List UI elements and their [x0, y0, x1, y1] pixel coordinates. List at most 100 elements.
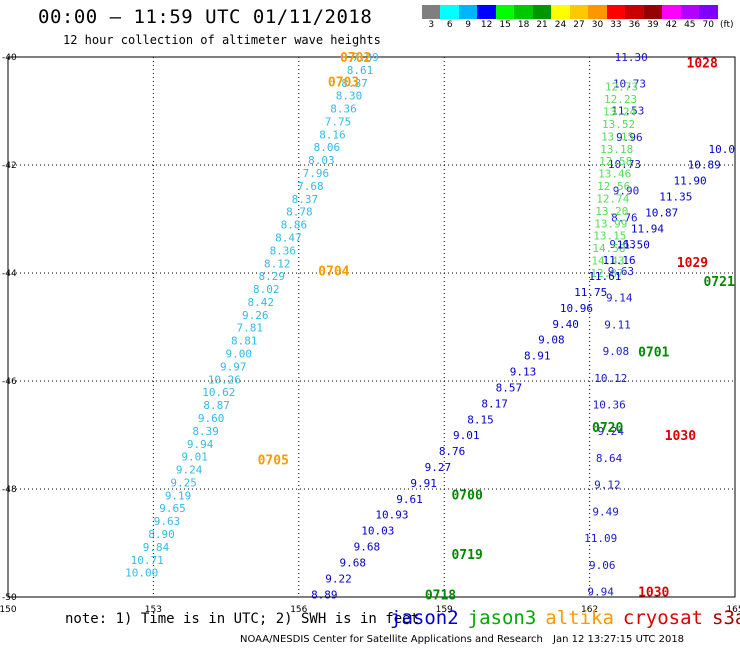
lat-tick-label: -46 [2, 377, 17, 387]
swh-value: 8.76 [611, 211, 638, 224]
swh-value: 8.87 [341, 77, 368, 90]
swh-value: 8.78 [286, 206, 313, 219]
swh-value: 9.61 [396, 493, 423, 506]
swh-value: 11.53 [611, 104, 644, 117]
time-label: 0701 [638, 345, 669, 360]
swh-value: 8.37 [292, 193, 319, 206]
swh-value: 11.94 [631, 222, 664, 235]
colorbar-label: 6 [446, 20, 453, 30]
swh-value: 13.15 [601, 130, 634, 143]
colorbar-label: 21 [536, 20, 548, 30]
colorbar-swatch [551, 5, 570, 19]
colorbar-label: 15 [499, 20, 511, 30]
swh-value: 9.94 [587, 586, 614, 599]
swh-value: 9.27 [425, 461, 452, 474]
colorbar-label: 12 [480, 20, 493, 30]
swh-value: 9.84 [143, 541, 170, 554]
lat-tick-label: -42 [2, 161, 17, 171]
swh-value: 14.43 [591, 255, 624, 268]
page-subtitle: 12 hour collection of altimeter wave hei… [63, 33, 381, 47]
swh-value: 9.11 [604, 318, 631, 331]
swh-value: 9.12 [594, 479, 621, 492]
swh-value: 8.36 [330, 103, 357, 116]
lat-tick-label: -44 [2, 269, 17, 279]
swh-value: 9.65 [159, 502, 186, 515]
swh-value: 8.36 [270, 244, 297, 257]
colorbar-swatch [440, 5, 459, 19]
colorbar-label: (ft) [719, 20, 734, 30]
satellite-legend: jason2 jason3 altika cryosat s3a [390, 607, 740, 629]
swh-value: 10.89 [688, 159, 721, 172]
time-label: 0721 [703, 275, 734, 290]
colorbar [422, 5, 736, 19]
swh-value: 8.30 [336, 90, 363, 103]
swh-value: 9.60 [198, 412, 225, 425]
swh-value: 11.75 [574, 286, 607, 299]
time-label: 0702 [340, 51, 371, 66]
swh-value: 8.16 [319, 128, 346, 141]
swh-value: 9.00 [225, 348, 252, 361]
colorbar-label: 9 [465, 20, 472, 30]
swh-value: 9.90 [613, 185, 640, 198]
swh-value: 7.96 [303, 167, 330, 180]
swh-value: 7.68 [297, 180, 324, 193]
swh-value: 8.89 [311, 588, 338, 601]
note-text: note: 1) Time is in UTC; 2) SWH is in fe… [65, 611, 420, 627]
swh-value: 11.09 [584, 532, 617, 545]
swh-value: 9.01 [181, 451, 208, 464]
colorbar-swatch [606, 5, 626, 19]
colorbar-label: 39 [647, 20, 659, 30]
lon-tick-label: 162 [581, 605, 598, 615]
legend-jason2: jason2 [390, 607, 459, 629]
swh-value: 13.52 [602, 118, 635, 131]
swh-value: 12.74 [596, 192, 629, 205]
swh-value: 8.17 [481, 397, 508, 410]
swh-value: 8.29 [259, 270, 286, 283]
swh-value: 10.87 [645, 206, 678, 219]
swh-value: 7.75 [325, 115, 352, 128]
lat-tick-label: -50 [2, 593, 17, 603]
swh-value: 14.58 [592, 242, 625, 255]
swh-value: 10.00 [125, 567, 158, 580]
swh-value: 10.03 [361, 525, 394, 538]
swh-value: 8.47 [275, 231, 302, 244]
colorbar-swatch [643, 5, 663, 19]
swh-value: 9.06 [589, 559, 616, 572]
colorbar-swatch [662, 5, 681, 19]
swh-value: 12.23 [604, 93, 637, 106]
swh-value: 10.62 [202, 386, 235, 399]
colorbar-swatch [495, 5, 515, 19]
swh-value: 8.76 [439, 445, 466, 458]
swh-value: 9.22 [325, 572, 352, 585]
swh-value: 8.39 [192, 425, 219, 438]
colorbar-swatch [532, 5, 552, 19]
swh-value: 12.56 [597, 180, 630, 193]
swh-value: 9.63 [154, 515, 181, 528]
swh-value: 8.87 [203, 399, 230, 412]
colorbar-label: 45 [684, 20, 696, 30]
colorbar-label: 3 [428, 20, 435, 30]
time-label: 0703 [328, 75, 359, 90]
swh-value: 11.30 [615, 51, 648, 64]
swh-value: 9.96 [616, 131, 643, 144]
colorbar-label: 36 [628, 20, 641, 30]
colorbar-label: 30 [591, 20, 604, 30]
swh-value: 9.49 [592, 505, 619, 518]
swh-value: 9.26 [242, 309, 269, 322]
swh-value: 9.63 [609, 238, 636, 251]
swh-value: 9.63 [608, 265, 635, 278]
swh-value: 8.02 [253, 283, 280, 296]
swh-value: 8.06 [314, 141, 341, 154]
colorbar-label: 18 [517, 20, 530, 30]
colorbar-label: 42 [665, 20, 678, 30]
swh-value: 12.87 [590, 267, 623, 280]
time-label: 1030 [638, 586, 669, 601]
swh-value: 9.24 [176, 464, 203, 477]
lat-tick-label: -40 [2, 53, 17, 63]
swh-value: 8.42 [248, 296, 275, 309]
time-label: 0700 [451, 488, 482, 503]
lon-tick-label: 153 [145, 605, 162, 615]
swh-value: 11.35 [659, 191, 692, 204]
swh-value: 11.50 [617, 238, 650, 251]
swh-value: 13.24 [603, 106, 636, 119]
